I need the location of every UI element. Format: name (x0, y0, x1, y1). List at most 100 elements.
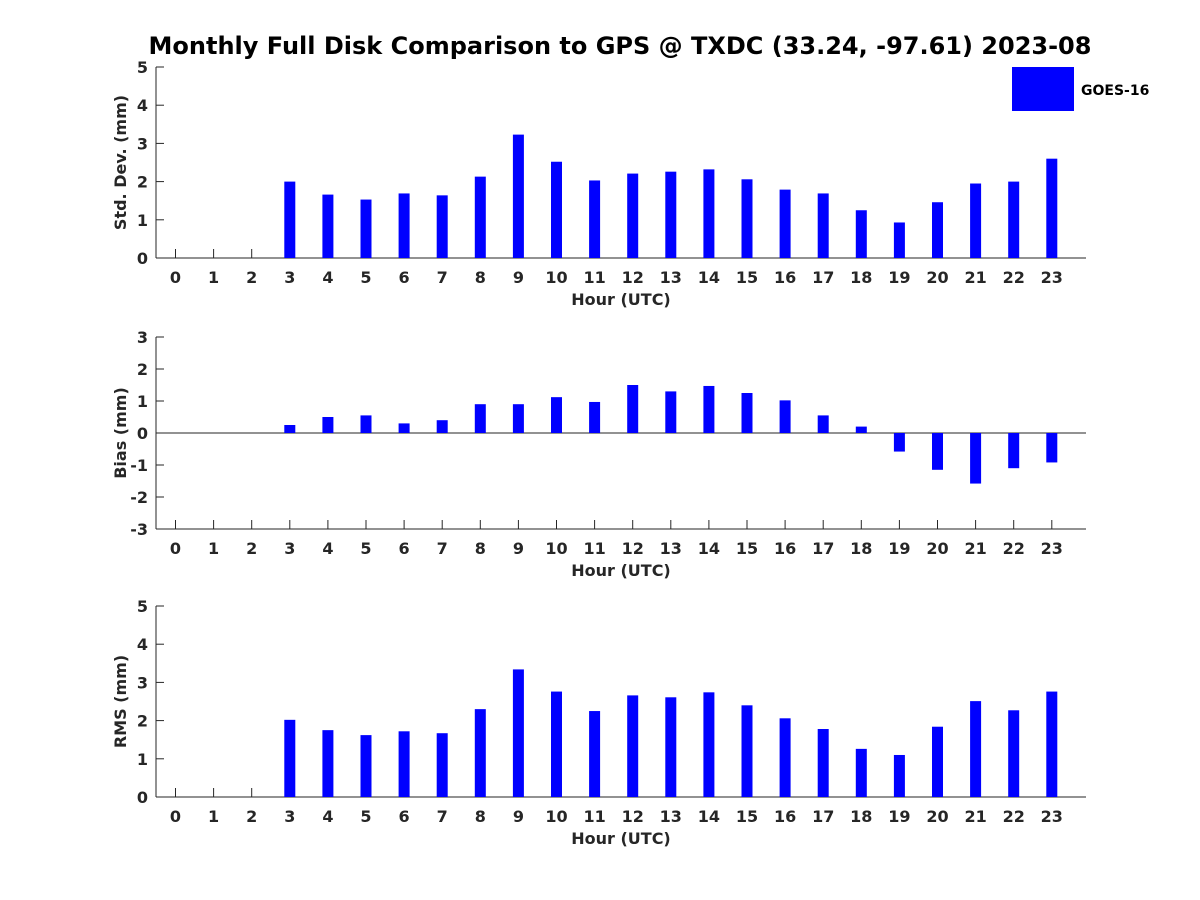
bar-hour-14 (703, 385, 715, 433)
x-tick-label: 14 (698, 539, 720, 558)
figure-title: Monthly Full Disk Comparison to GPS @ TX… (149, 32, 1092, 60)
y-tick-label: 4 (137, 96, 148, 115)
bar-hour-19 (893, 433, 905, 452)
bar-hour-11 (589, 401, 601, 433)
bar-hour-8 (474, 176, 486, 258)
bar-hour-21 (970, 433, 982, 484)
x-tick-label: 11 (583, 539, 605, 558)
legend-label: GOES-16 (1081, 83, 1149, 99)
y-tick-label: 3 (137, 328, 148, 347)
bar-hour-11 (589, 711, 601, 797)
y-tick-label: 1 (137, 392, 148, 411)
bar-hour-18 (855, 426, 867, 433)
x-tick-label: 7 (437, 807, 448, 826)
x-tick-label: 22 (1003, 807, 1025, 826)
x-tick-label: 18 (850, 268, 872, 287)
x-tick-label: 4 (322, 268, 333, 287)
bar-hour-5 (360, 199, 372, 258)
bar-hour-11 (589, 180, 601, 258)
bar-hour-10 (551, 397, 562, 433)
x-tick-label: 10 (545, 807, 567, 826)
bar-hour-6 (398, 193, 410, 258)
x-tick-label: 21 (964, 539, 986, 558)
y-tick-label: -2 (130, 488, 148, 507)
x-axis-label: Hour (UTC) (571, 561, 671, 580)
bar-hour-3 (284, 181, 296, 258)
x-tick-label: 4 (322, 539, 333, 558)
x-tick-label: 8 (475, 807, 486, 826)
x-tick-label: 11 (583, 807, 605, 826)
bar-hour-22 (1008, 433, 1020, 469)
y-tick-label: -3 (130, 520, 148, 539)
bar-hour-3 (284, 719, 296, 797)
x-tick-label: 18 (850, 807, 872, 826)
x-tick-label: 12 (622, 268, 644, 287)
x-tick-label: 15 (736, 539, 758, 558)
x-tick-label: 21 (964, 807, 986, 826)
x-tick-label: 15 (736, 268, 758, 287)
bar-hour-4 (322, 730, 334, 797)
bar-hour-12 (627, 695, 639, 797)
x-tick-label: 3 (284, 539, 295, 558)
x-tick-label: 13 (660, 268, 682, 287)
bar-hour-4 (322, 417, 334, 433)
bar-hour-17 (817, 729, 829, 797)
bar-hour-17 (817, 415, 829, 433)
bar-hour-22 (1008, 710, 1020, 797)
y-axis-label: Bias (mm) (111, 387, 130, 479)
bar-hour-10 (551, 691, 562, 797)
bar-hour-18 (855, 210, 867, 258)
bar-hour-16 (779, 718, 791, 797)
x-tick-label: 20 (926, 268, 948, 287)
y-tick-label: 2 (137, 712, 148, 731)
x-tick-label: 13 (660, 539, 682, 558)
bar-hour-23 (1046, 433, 1058, 463)
y-tick-label: 1 (137, 750, 148, 769)
bar-hour-14 (703, 169, 715, 258)
bar-hour-23 (1046, 691, 1058, 797)
bar-hour-20 (932, 433, 943, 470)
x-tick-label: 10 (545, 268, 567, 287)
x-tick-label: 16 (774, 807, 796, 826)
x-tick-label: 20 (926, 807, 948, 826)
bar-hour-14 (703, 692, 715, 797)
y-axis-label: RMS (mm) (111, 655, 130, 748)
bar-hour-4 (322, 194, 334, 258)
bar-hour-16 (779, 400, 791, 433)
bar-hour-8 (474, 709, 486, 797)
bar-hour-13 (665, 171, 677, 258)
bar-hour-9 (512, 404, 524, 433)
x-tick-label: 7 (437, 539, 448, 558)
x-tick-label: 17 (812, 539, 834, 558)
bar-hour-5 (360, 735, 372, 797)
x-tick-label: 11 (583, 268, 605, 287)
x-tick-label: 3 (284, 268, 295, 287)
x-tick-label: 23 (1041, 268, 1063, 287)
y-tick-label: 2 (137, 173, 148, 192)
x-tick-label: 9 (513, 539, 524, 558)
x-tick-label: 22 (1003, 539, 1025, 558)
bar-hour-13 (665, 697, 677, 797)
bar-hour-6 (398, 423, 410, 433)
x-tick-label: 7 (437, 268, 448, 287)
bar-hour-12 (627, 173, 639, 258)
x-tick-label: 19 (888, 807, 910, 826)
x-tick-label: 21 (964, 268, 986, 287)
x-tick-label: 20 (926, 539, 948, 558)
x-tick-label: 1 (208, 807, 219, 826)
x-tick-label: 10 (545, 539, 567, 558)
bar-hour-7 (436, 733, 448, 797)
legend-swatch (1012, 67, 1074, 111)
bar-hour-22 (1008, 181, 1020, 258)
x-tick-label: 9 (513, 807, 524, 826)
bar-hour-5 (360, 415, 372, 433)
bar-hour-6 (398, 731, 410, 797)
bar-hour-20 (932, 202, 943, 258)
y-tick-label: 2 (137, 360, 148, 379)
x-tick-label: 17 (812, 268, 834, 287)
x-tick-label: 19 (888, 539, 910, 558)
